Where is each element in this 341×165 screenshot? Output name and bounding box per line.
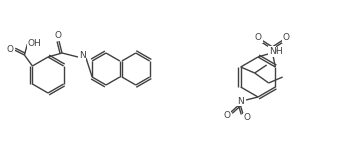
Text: O: O — [223, 112, 231, 120]
Text: OH: OH — [28, 38, 41, 48]
Text: N: N — [79, 51, 85, 61]
Text: O: O — [243, 114, 251, 122]
Text: O: O — [283, 33, 290, 43]
Text: N: N — [237, 97, 243, 105]
Text: O: O — [7, 45, 14, 53]
Text: N: N — [269, 47, 276, 55]
Text: O: O — [55, 32, 61, 40]
Text: O: O — [255, 33, 262, 43]
Text: OH: OH — [269, 48, 283, 56]
